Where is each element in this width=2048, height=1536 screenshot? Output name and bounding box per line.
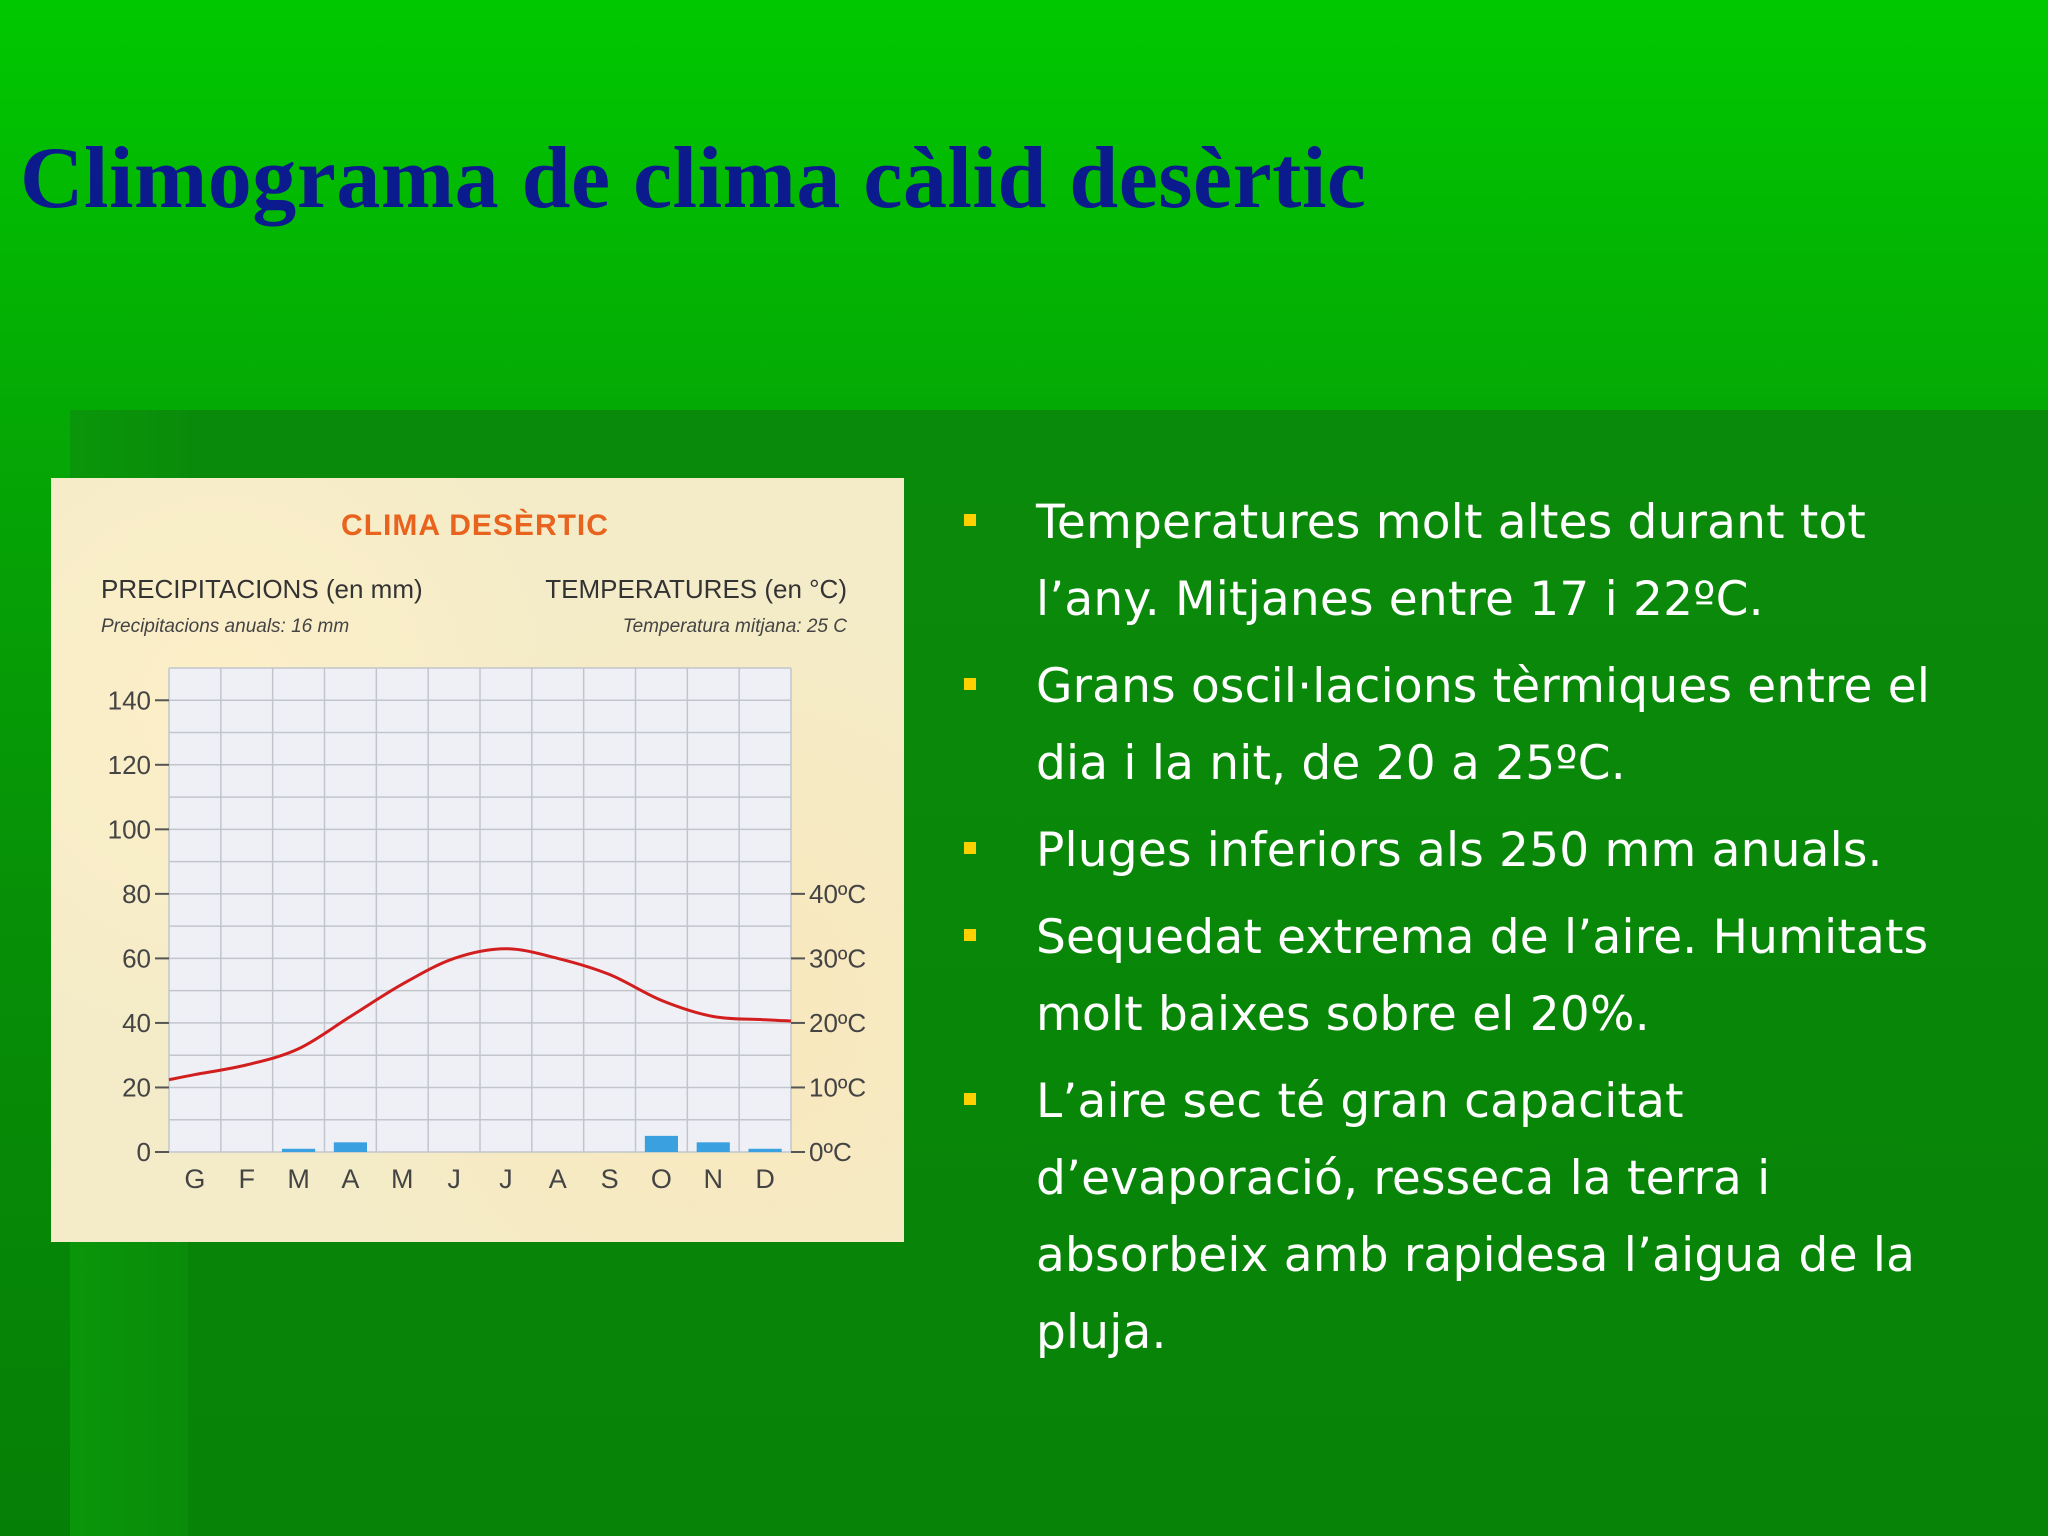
bullet-item: Pluges inferiors als 250 mm anuals. [960,812,2000,889]
bullet-square-icon [964,514,976,526]
bullet-item: Grans oscil·lacions tèrmiques entre el d… [960,648,2000,802]
left-tick-label: 0 [137,1137,151,1167]
precipitation-bar [748,1148,782,1152]
climograph-chart: CLIMA DESÈRTIC PRECIPITACIONS (en mm) Pr… [101,508,866,1194]
right-tick-label: 10ºC [809,1072,866,1102]
bullet-item: L’aire sec té gran capacitat d’evaporaci… [960,1063,2000,1371]
bullet-square-icon [964,678,976,690]
month-label: N [704,1164,724,1194]
precipitation-bar [333,1142,368,1152]
month-label: A [549,1164,567,1194]
month-label: M [391,1164,414,1194]
right-tick-label: 40ºC [809,879,866,909]
month-label: S [601,1164,619,1194]
month-label: J [447,1164,461,1194]
right-tick-label: 0ºC [809,1137,852,1167]
left-tick-label: 40 [122,1008,151,1038]
bullet-list: Temperatures molt altes durant tot l’any… [960,484,2000,1381]
climograph-card: CLIMA DESÈRTIC PRECIPITACIONS (en mm) Pr… [51,478,904,1242]
right-axis-sublabel: Temperatura mitjana: 25 C [623,616,848,637]
bullet-square-icon [964,929,976,941]
bullet-text: Sequedat extrema de l’aire. Humitats mol… [1036,910,1929,1042]
temperature-line [168,947,792,1082]
right-tick-label: 20ºC [809,1008,866,1038]
right-axis-label: TEMPERATURES (en °C) [545,574,847,604]
right-tick-label: 30ºC [809,943,866,973]
bullet-square-icon [964,1093,976,1105]
left-tick-label: 120 [108,750,151,780]
bullet-square-icon [964,842,976,854]
precipitation-bar [696,1142,730,1152]
month-label: D [755,1164,775,1194]
month-label: J [499,1164,512,1194]
left-tick-label: 60 [122,943,151,973]
left-tick-label: 100 [108,814,151,844]
month-label: M [287,1164,310,1194]
left-tick-label: 140 [108,685,151,715]
precipitation-bar [644,1135,679,1152]
bullet-text: L’aire sec té gran capacitat d’evaporaci… [1036,1074,1916,1360]
left-tick-label: 20 [122,1072,151,1102]
bullet-text: Temperatures molt altes durant tot l’any… [1036,495,1867,627]
bullet-text: Pluges inferiors als 250 mm anuals. [1036,823,1883,878]
month-label: F [239,1164,256,1194]
precipitation-bar [281,1148,316,1152]
month-label: O [651,1164,672,1194]
left-axis-sublabel: Precipitacions anuals: 16 mm [101,616,349,637]
bullet-item: Sequedat extrema de l’aire. Humitats mol… [960,899,2000,1053]
left-tick-label: 80 [122,879,151,909]
month-label: A [341,1164,359,1194]
bullet-item: Temperatures molt altes durant tot l’any… [960,484,2000,638]
month-label: G [184,1164,205,1194]
left-axis-label: PRECIPITACIONS (en mm) [101,574,423,604]
chart-title: CLIMA DESÈRTIC [341,508,609,542]
bullet-text: Grans oscil·lacions tèrmiques entre el d… [1036,659,1931,791]
slide-title: Climograma de clima càlid desèrtic [20,130,1367,227]
